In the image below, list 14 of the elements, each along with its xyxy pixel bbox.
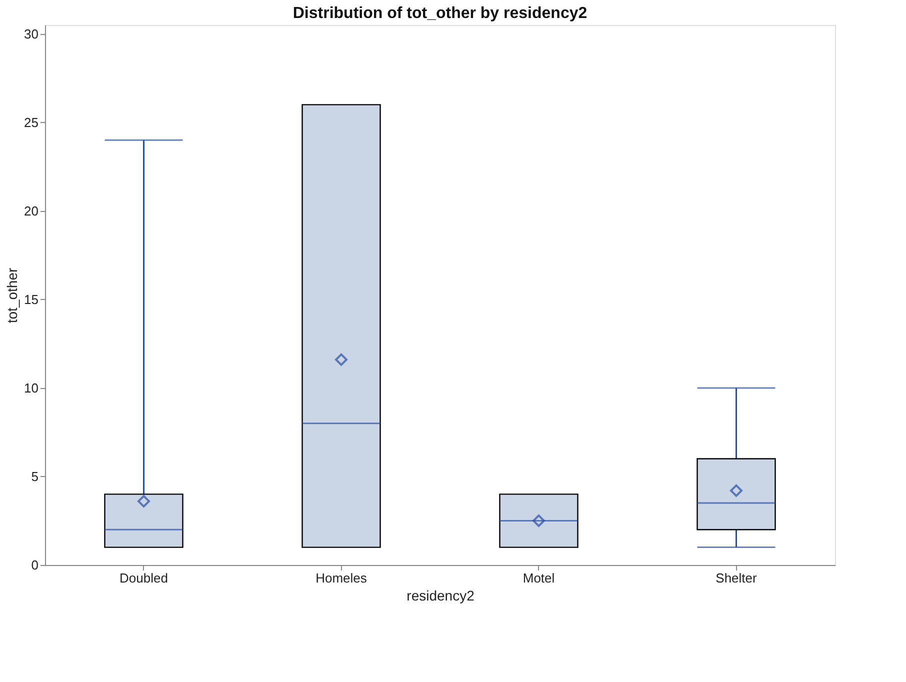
x-axis-title: residency2 <box>406 588 475 604</box>
y-tick-label: 0 <box>31 558 38 572</box>
x-tick-label: Shelter <box>716 570 758 586</box>
y-tick-label: 25 <box>24 114 38 130</box>
chart-title: Distribution of tot_other by residency2 <box>292 5 588 22</box>
x-tick-label: Motel <box>522 570 555 586</box>
y-tick-label: 5 <box>31 468 38 484</box>
y-tick-label: 30 <box>24 26 38 42</box>
y-axis-title: tot_other <box>4 268 20 324</box>
y-tick-label: 15 <box>24 292 38 307</box>
x-tick-label: Doubled <box>120 570 168 586</box>
y-tick-label: 10 <box>24 380 38 396</box>
x-tick-label: Homeles <box>316 570 368 586</box>
y-tick-label: 20 <box>24 203 38 218</box>
